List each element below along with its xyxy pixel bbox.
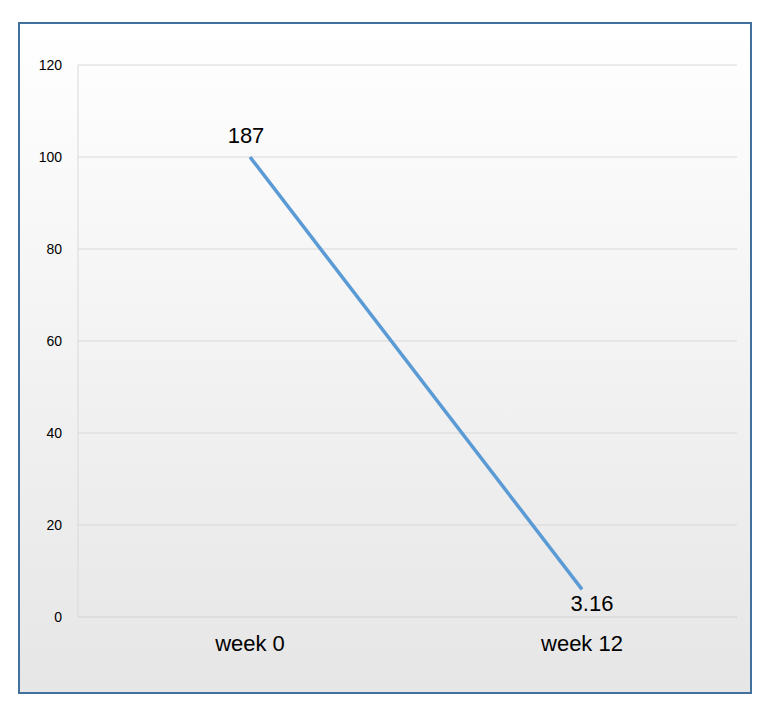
svg-text:3.16: 3.16 <box>571 591 614 616</box>
svg-text:120: 120 <box>39 57 63 73</box>
svg-text:187: 187 <box>228 123 265 148</box>
svg-text:week 0: week 0 <box>214 631 285 656</box>
svg-text:40: 40 <box>46 425 62 441</box>
svg-text:0: 0 <box>54 609 62 625</box>
svg-text:80: 80 <box>46 241 62 257</box>
svg-text:week 12: week 12 <box>540 631 623 656</box>
svg-text:100: 100 <box>39 149 63 165</box>
svg-text:60: 60 <box>46 333 62 349</box>
svg-text:20: 20 <box>46 517 62 533</box>
